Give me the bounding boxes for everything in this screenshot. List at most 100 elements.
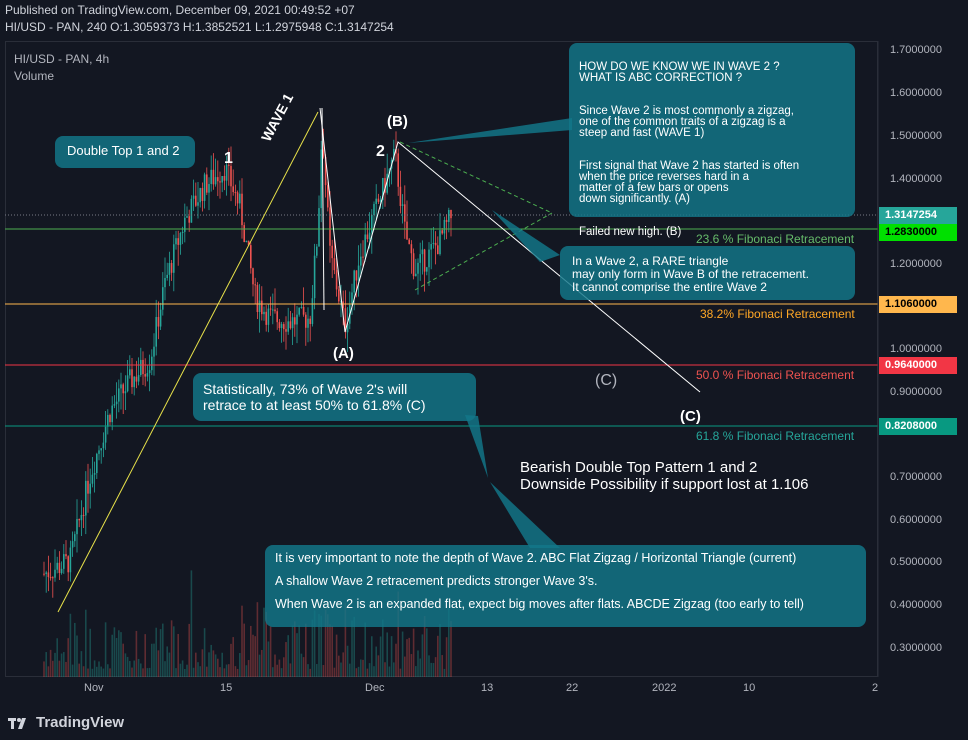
volume-bar	[353, 616, 355, 677]
wave-label-1: 1	[224, 150, 233, 167]
volume-bar	[219, 667, 221, 677]
candle-body	[82, 514, 85, 516]
volume-bar	[129, 661, 131, 677]
volume-bar	[428, 655, 430, 677]
candle-body	[377, 198, 380, 202]
volume-bar	[67, 638, 69, 677]
candle-body	[415, 273, 417, 277]
candle-body	[52, 577, 54, 579]
candle-body	[243, 225, 245, 243]
volume-bar	[265, 611, 267, 677]
candle-body	[426, 267, 428, 272]
volume-bar	[184, 668, 186, 677]
volume-bar	[60, 653, 63, 677]
volume-bar	[100, 666, 102, 677]
volume-bar	[443, 668, 446, 677]
wave2-explainer-note[interactable]: HOW DO WE KNOW WE IN WAVE 2 ? WHAT IS AB…	[569, 43, 855, 238]
depth-note-line: A shallow Wave 2 retracement predicts st…	[275, 574, 598, 588]
candle-body	[318, 208, 320, 247]
volume-bar	[214, 654, 217, 677]
candle-body	[258, 300, 261, 313]
candle-body	[342, 301, 344, 309]
volume-bar	[173, 626, 175, 677]
volume-bar	[269, 626, 272, 677]
candle-body	[401, 204, 404, 206]
volume-bar	[122, 643, 124, 677]
volume-bar	[210, 644, 212, 677]
candle-body	[91, 474, 94, 484]
candle-body	[302, 306, 305, 315]
candle-body	[327, 185, 329, 208]
candle-body	[151, 356, 153, 371]
candle-body	[239, 193, 241, 204]
volume-bar	[234, 666, 237, 677]
volume-bar	[384, 662, 386, 677]
candle-body	[58, 562, 61, 573]
volume-bar	[329, 624, 331, 677]
candle-body	[335, 270, 338, 290]
volume-bar	[291, 625, 294, 677]
volume-bar	[395, 643, 397, 677]
candle-body	[135, 376, 138, 382]
candle-body	[210, 169, 212, 184]
volume-bar	[258, 654, 261, 677]
volume-bar	[43, 661, 45, 677]
candle-body	[450, 210, 452, 219]
statistics-note[interactable]: Statistically, 73% of Wave 2's will retr…	[193, 373, 476, 421]
candle-body	[140, 359, 142, 376]
double-top-note[interactable]: Double Top 1 and 2	[55, 136, 195, 168]
volume-bar	[371, 636, 373, 677]
volume-bar	[256, 602, 259, 677]
candle-body	[296, 314, 298, 325]
volume-bar	[82, 666, 85, 677]
volume-bar	[445, 637, 448, 677]
volume-bar	[157, 650, 160, 677]
price-tick: 0.7000000	[890, 471, 942, 483]
candle-body	[439, 230, 441, 255]
candle-body	[190, 198, 193, 223]
volume-bar	[267, 641, 270, 677]
candle-body	[274, 309, 276, 312]
volume-bar	[217, 658, 219, 677]
volume-bar	[333, 667, 336, 677]
volume-bar	[241, 605, 243, 677]
volume-bar	[280, 668, 283, 677]
volume-bar	[199, 666, 201, 677]
candle-body	[142, 359, 144, 375]
tradingview-brand[interactable]: TradingView	[8, 714, 124, 731]
candle-body	[276, 311, 278, 323]
candle-body	[417, 262, 419, 274]
volume-bar	[318, 613, 320, 677]
candle-body	[199, 188, 201, 203]
candle-body	[324, 156, 327, 186]
triangle-note[interactable]: In a Wave 2, a RARE triangle may only fo…	[560, 246, 855, 300]
candle-body	[311, 298, 314, 324]
candle-body	[98, 450, 100, 454]
candle-body	[406, 221, 408, 240]
volume-bar	[261, 649, 263, 677]
candle-body	[338, 289, 340, 302]
price-tick: 0.5000000	[890, 556, 942, 568]
volume-bar	[393, 662, 395, 677]
stat-callout-pointer	[465, 415, 488, 478]
volume-bar	[448, 607, 450, 677]
volume-bar	[373, 666, 375, 677]
time-tick: Dec	[365, 682, 385, 694]
candle-body	[423, 249, 426, 272]
candle-body	[355, 270, 358, 281]
time-tick: 2	[872, 682, 879, 694]
candle-body	[230, 165, 232, 187]
volume-bar	[351, 620, 353, 677]
wave2-depth-note[interactable]: It is very important to note the depth o…	[265, 545, 866, 627]
volume-bar	[230, 643, 232, 677]
candle-body	[445, 219, 448, 222]
volume-bar	[419, 658, 421, 677]
candle-body	[214, 177, 217, 185]
volume-bar	[201, 649, 204, 677]
candle-body	[252, 268, 254, 285]
volume-bar	[197, 662, 199, 677]
candle-body	[366, 234, 369, 240]
volume-bar	[357, 666, 360, 677]
candle-body	[206, 174, 208, 193]
